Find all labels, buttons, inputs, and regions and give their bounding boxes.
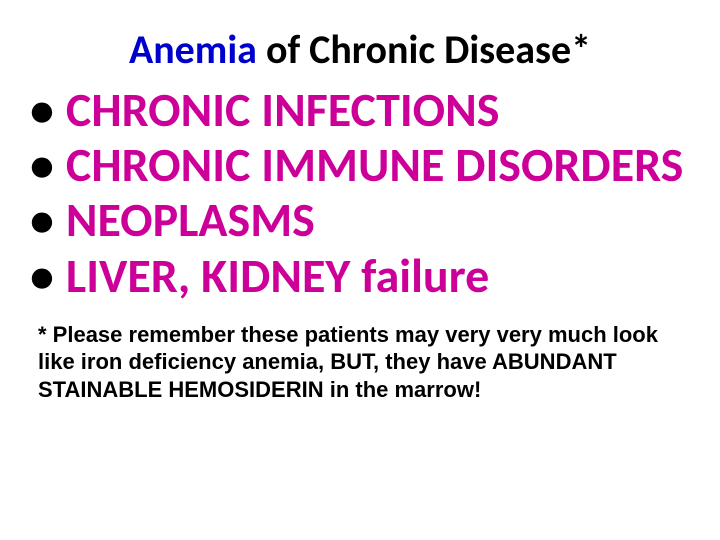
bullet-text: CHRONIC IMMUNE DISORDERS <box>66 137 683 192</box>
bullet-list: • CHRONIC INFECTIONS • CHRONIC IMMUNE DI… <box>30 82 690 303</box>
bullet-marker: • <box>30 248 54 303</box>
bullet-text: CHRONIC INFECTIONS <box>66 82 500 137</box>
bullet-marker: • <box>30 82 54 137</box>
bullet-marker: • <box>30 192 54 247</box>
slide-title: Anemia of Chronic Disease* <box>30 25 690 74</box>
bullet-text: NEOPLASMS <box>66 192 315 247</box>
title-rest: of Chronic Disease* <box>257 25 591 74</box>
bullet-marker: • <box>30 137 54 192</box>
bullet-text: LIVER, KIDNEY failure <box>66 248 489 303</box>
bullet-item: • LIVER, KIDNEY failure <box>30 248 690 303</box>
bullet-item: • CHRONIC INFECTIONS <box>30 82 690 137</box>
bullet-item: • CHRONIC IMMUNE DISORDERS <box>30 137 690 192</box>
title-highlight: Anemia <box>129 25 257 74</box>
bullet-item: • NEOPLASMS <box>30 192 690 247</box>
footnote-text: * Please remember these patients may ver… <box>30 321 690 404</box>
